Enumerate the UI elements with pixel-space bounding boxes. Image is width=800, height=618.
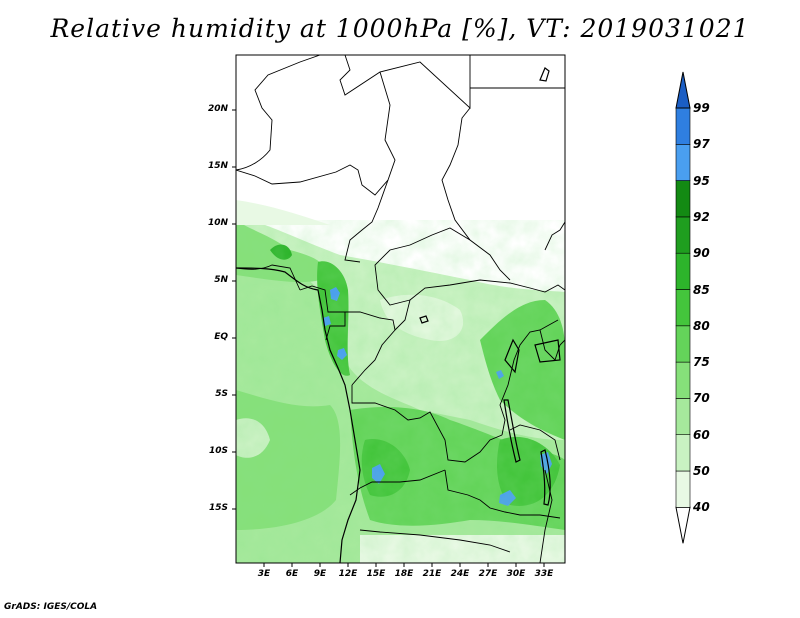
colorbar-segment <box>675 252 691 290</box>
lon-label-18e: 18E <box>394 569 414 579</box>
colorbar-label-95: 95 <box>693 174 710 188</box>
lat-label-15s: 15S <box>208 503 228 513</box>
colorbar-segment <box>675 434 691 472</box>
colorbar <box>675 71 691 544</box>
lat-label-15n: 15N <box>207 161 228 171</box>
colorbar-label-40: 40 <box>693 500 710 514</box>
lat-label-eq: EQ <box>214 332 228 342</box>
colorbar-label-90: 90 <box>693 246 710 260</box>
colorbar-arrow-top <box>675 71 691 109</box>
colorbar-segment <box>675 361 691 399</box>
lon-label-24e: 24E <box>450 569 470 579</box>
colorbar-arrow-bottom <box>675 506 691 544</box>
colorbar-segment <box>675 398 691 435</box>
humidity-field <box>236 55 565 563</box>
colorbar-segment <box>675 470 691 508</box>
colorbar-segment <box>675 107 691 145</box>
coastlines <box>236 67 561 563</box>
colorbar-label-85: 85 <box>693 283 710 297</box>
colorbar-segment <box>675 289 691 327</box>
lat-label-5n: 5N <box>214 275 228 285</box>
colorbar-label-75: 75 <box>693 355 710 369</box>
lon-label-6e: 6E <box>285 569 299 579</box>
colorbar-segment <box>675 325 691 363</box>
lon-label-15e: 15E <box>366 569 386 579</box>
lon-label-12e: 12E <box>338 569 358 579</box>
country-borders <box>236 55 565 563</box>
lon-label-30e: 30E <box>506 569 526 579</box>
lat-label-10s: 10S <box>208 446 228 456</box>
colorbar-label-50: 50 <box>693 464 710 478</box>
lon-label-21e: 21E <box>422 569 442 579</box>
colorbar-label-60: 60 <box>693 428 710 442</box>
lat-ticks <box>232 109 236 510</box>
lon-label-33e: 33E <box>534 569 554 579</box>
colorbar-label-70: 70 <box>693 391 710 405</box>
lon-label-9e: 9E <box>313 569 327 579</box>
lon-label-27e: 27E <box>478 569 498 579</box>
grads-credit: GrADS: IGES/COLA <box>4 602 98 612</box>
colorbar-label-99: 99 <box>693 101 710 115</box>
colorbar-segments <box>675 71 691 544</box>
lat-label-20n: 20N <box>207 104 228 114</box>
colorbar-label-92: 92 <box>693 210 710 224</box>
lat-label-5s: 5S <box>215 389 228 399</box>
colorbar-segment <box>675 180 691 218</box>
colorbar-label-97: 97 <box>693 137 710 151</box>
lon-ticks <box>263 563 545 567</box>
lon-label-3e: 3E <box>257 569 271 579</box>
chart-title: Relative humidity at 1000hPa [%], VT: 20… <box>50 14 750 43</box>
colorbar-label-80: 80 <box>693 319 710 333</box>
lat-label-10n: 10N <box>207 218 228 228</box>
colorbar-segment <box>675 144 691 181</box>
colorbar-segment <box>675 216 691 254</box>
map-frame <box>235 54 566 564</box>
